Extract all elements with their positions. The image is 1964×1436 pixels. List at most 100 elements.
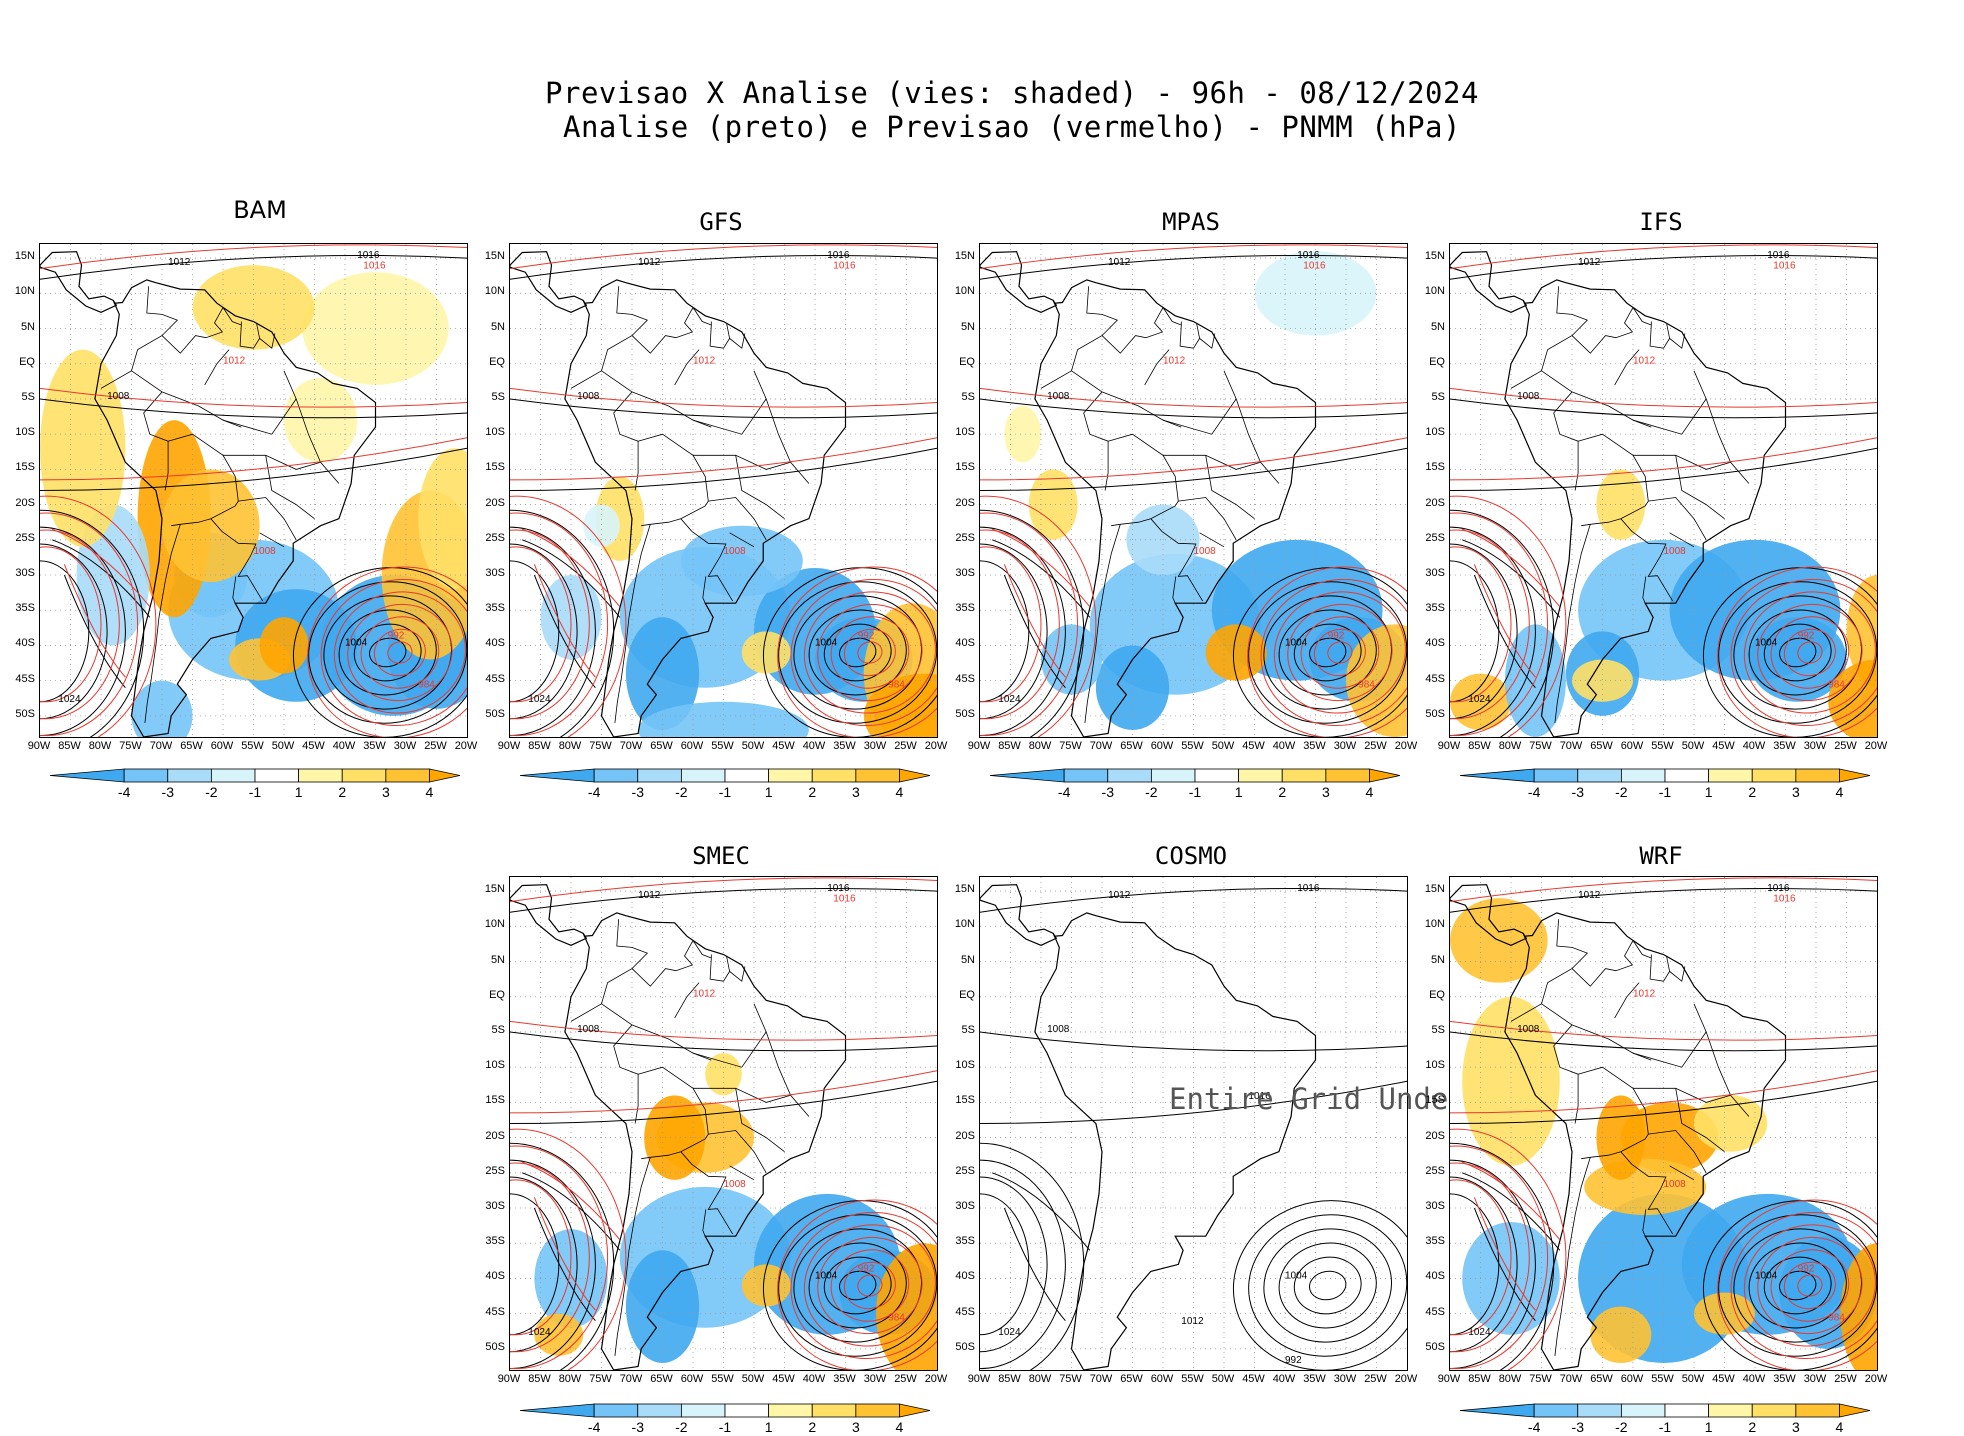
- isobar-contour: [1293, 1256, 1362, 1315]
- colorbar-label: 3: [1791, 1419, 1800, 1435]
- isobar-contour: [1450, 1142, 1555, 1370]
- country-border: [1571, 307, 1634, 354]
- bias-shade: [741, 1264, 791, 1307]
- lat-tick-label: 20S: [1425, 1129, 1445, 1142]
- country-border: [1675, 455, 1725, 520]
- isobar-contour: [1462, 1161, 1561, 1241]
- lat-tick-label: 30S: [1425, 567, 1445, 579]
- isobar-contour: [40, 560, 90, 703]
- country-border: [223, 454, 321, 470]
- bias-shade: [1572, 659, 1633, 702]
- colorbar-segment: [1238, 768, 1283, 783]
- lon-tick-label: 55W: [711, 1373, 734, 1385]
- lat-tick-label: 15N: [484, 883, 505, 896]
- lat-tick-label: 10S: [485, 1059, 505, 1072]
- lat-tick-label: EQ: [959, 988, 975, 1001]
- country-border: [1162, 307, 1216, 349]
- isobar-contour: [40, 512, 139, 737]
- lon-tick-label: 70W: [1089, 1373, 1113, 1385]
- lat-tick-label: 50S: [955, 707, 975, 720]
- panel-title-cosmo: COSMO: [1154, 842, 1228, 870]
- colorbar-label: -3: [1101, 784, 1114, 800]
- isobar-contour: [778, 581, 937, 724]
- colorbar-segment: [637, 768, 682, 783]
- isobar-contour: [839, 637, 877, 668]
- lat-tick-label: 45S: [485, 672, 505, 685]
- country-border: [753, 370, 810, 484]
- isobar-label: 1008: [724, 546, 747, 557]
- lat-tick-label: 10N: [484, 285, 505, 298]
- colorbar: [50, 768, 460, 783]
- country-border: [265, 455, 315, 520]
- colorbar-segment: [1708, 1403, 1753, 1418]
- isobar-label: 992: [1798, 1263, 1815, 1274]
- isobar-contour: [510, 1179, 572, 1336]
- country-border: [1163, 454, 1261, 470]
- coastline: [564, 279, 847, 737]
- isobar-contour: [1260, 578, 1407, 726]
- isobar-label: 1008: [1664, 1179, 1687, 1190]
- colorbar-label: 2: [1278, 784, 1287, 800]
- isobar-label: 1012: [1163, 356, 1186, 367]
- country-border: [1577, 1066, 1649, 1160]
- isobar-contour: [347, 603, 453, 702]
- isobar-label: 1004: [815, 1270, 838, 1281]
- isobar-contour: [762, 1200, 937, 1370]
- title-line-1: Previsao X Analise (vies: shaded) - 96h …: [545, 76, 1479, 110]
- lat-tick-label: 25S: [955, 531, 975, 544]
- isobar-contour: [510, 244, 937, 270]
- colorbar-segment: [520, 768, 595, 783]
- isobar-contour: [803, 591, 936, 714]
- colorbar-label: -3: [631, 784, 644, 800]
- lat-tick-label: 5S: [21, 390, 35, 403]
- isobar-contour: [510, 877, 937, 903]
- isobar-contour: [823, 623, 892, 682]
- isobar-label: 1016: [1767, 883, 1790, 894]
- lat-tick-label: 30S: [955, 567, 975, 579]
- lon-tick-label: 90W: [27, 740, 51, 752]
- isobar-contour: [808, 609, 907, 696]
- coastline: [564, 912, 847, 1370]
- lat-tick-label: EQ: [1429, 988, 1445, 1001]
- lat-tick-label: 40S: [485, 637, 505, 650]
- isobar-label: 1016: [833, 894, 856, 905]
- lat-tick-label: 5S: [491, 1023, 505, 1036]
- lon-tick-label: 20W: [1864, 1373, 1888, 1385]
- country-border: [1669, 1165, 1695, 1181]
- isobar-contour: [510, 1128, 627, 1370]
- country-border: [637, 433, 709, 527]
- isobar-contour: [980, 447, 1407, 491]
- lat-tick-label: 45S: [485, 1305, 505, 1318]
- country-border: [693, 1087, 791, 1103]
- colorbar-segment: [1460, 768, 1535, 783]
- lon-tick-label: 35W: [1773, 1373, 1796, 1385]
- lat-tick-label: 30S: [955, 1200, 975, 1212]
- colorbar-label: 2: [1748, 784, 1757, 800]
- lat-tick-label: 10N: [484, 918, 505, 931]
- lon-tick-label: 60W: [210, 740, 234, 752]
- country-border: [1205, 455, 1255, 520]
- lon-tick-label: 65W: [650, 740, 673, 752]
- colorbar-label: -2: [1615, 784, 1628, 800]
- isobar-contour: [40, 447, 467, 491]
- isobar-label: 1016: [1297, 250, 1320, 261]
- country-border: [1107, 433, 1179, 527]
- country-border: [1633, 1087, 1731, 1103]
- country-border: [708, 497, 767, 541]
- isobar-contour: [1450, 1128, 1567, 1370]
- isobar-contour: [369, 637, 407, 668]
- country-border: [726, 322, 730, 339]
- isobar-contour: [510, 560, 560, 703]
- colorbar-segment: [1577, 1403, 1622, 1418]
- isobar-contour: [1757, 1236, 1863, 1335]
- colorbar-label: -4: [1057, 784, 1071, 800]
- isobar-contour: [533, 1197, 596, 1311]
- lat-tick-label: 5N: [1430, 953, 1445, 966]
- map-mpas: 1012 1016 1008 1004 1024 1012 1016 1008 992 984: [979, 243, 1408, 738]
- isobar-contour: [1743, 591, 1876, 714]
- lon-tick-label: 35W: [1773, 740, 1796, 752]
- colorbar-segment: [1620, 768, 1666, 783]
- lat-tick-label: 5N: [960, 320, 975, 333]
- isobar-label: 1012: [1181, 1316, 1204, 1327]
- colorbar-segment: [1281, 768, 1327, 783]
